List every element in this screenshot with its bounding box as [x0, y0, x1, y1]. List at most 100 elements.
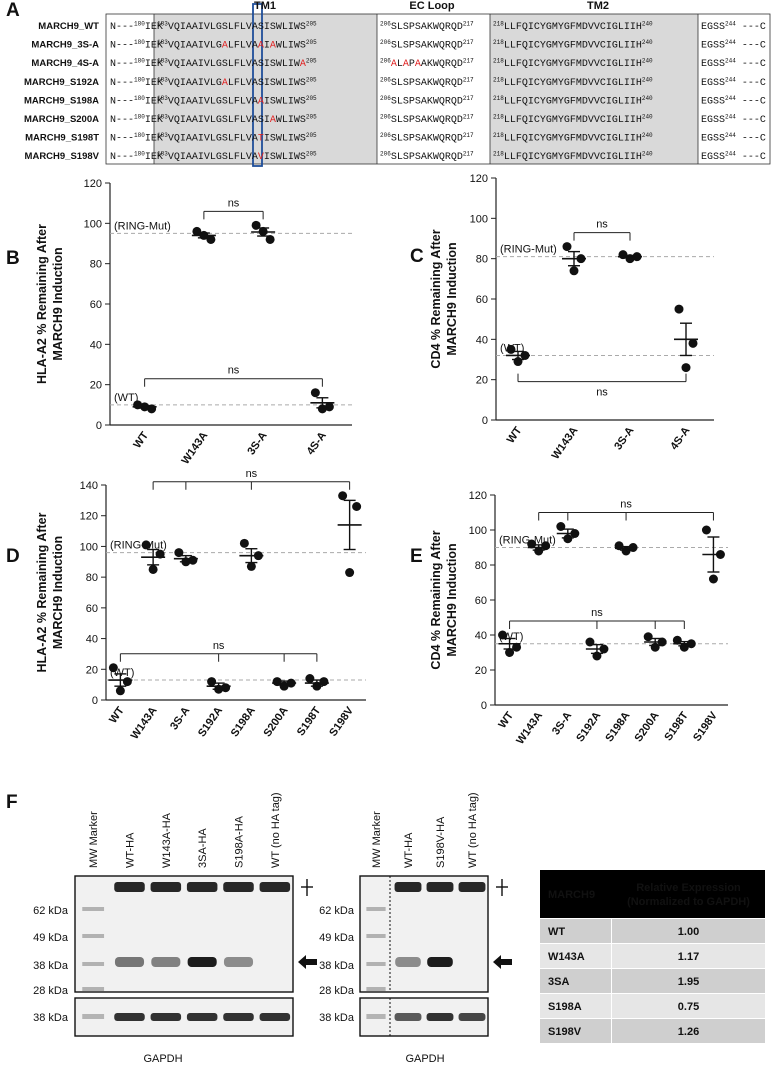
data-point — [207, 677, 217, 687]
residues: A — [270, 41, 276, 52]
residues: A — [258, 96, 264, 107]
highlight-box — [252, 3, 263, 167]
residues: SLSPSAKWQRQD — [391, 41, 463, 52]
error-bar — [138, 404, 151, 409]
data-point — [338, 491, 348, 501]
residues: N--- — [110, 115, 134, 126]
residues: LLFQICYGMYGFMDVVCIGLIIH — [504, 22, 642, 33]
bracket-label: ns — [246, 468, 258, 480]
sequence-cell: 218LLFQICYGMYGFMDVVCIGLIIH240 — [493, 95, 653, 108]
residues: IEK — [145, 22, 163, 33]
table-cell-bg — [612, 969, 765, 993]
data-point — [155, 549, 165, 559]
y-axis-label-line: CD4 % Remaining After — [429, 229, 443, 368]
position-number: 218 — [493, 76, 504, 83]
sequence-cell: 183VQIAAIVLGSLFLVASISWLIWS205 — [157, 21, 317, 34]
data-point — [122, 677, 132, 687]
residues: IEK — [145, 59, 163, 70]
y-tick-label: 100 — [80, 541, 98, 553]
y-tick-label: 80 — [86, 572, 98, 584]
position-number: 240 — [642, 132, 653, 139]
data-point — [317, 404, 327, 414]
error-bar — [532, 544, 545, 551]
position-number: 205 — [306, 132, 317, 139]
y-tick-label: 20 — [476, 375, 488, 387]
sequence-cell: 183VQIAAIVLGALFLVASISWLIWS205 — [157, 76, 317, 89]
sequence-cell: 180IEK — [134, 132, 163, 145]
position-number: 240 — [642, 39, 653, 46]
position-number: 205 — [306, 76, 317, 83]
band — [394, 1013, 422, 1021]
position-number: 180 — [134, 132, 145, 139]
y-axis-label: CD4 % Remaining After MARCH9 Induction — [429, 530, 459, 669]
bracket-label: ns — [596, 219, 608, 231]
table-cell-bg — [612, 1019, 765, 1043]
position-number: 217 — [463, 95, 474, 102]
band — [114, 882, 145, 892]
position-number: 205 — [306, 21, 317, 28]
mw-label: 49 kDa — [319, 932, 355, 944]
tm1-region — [154, 14, 377, 164]
y-tick-label: 80 — [475, 560, 487, 572]
position-number: 206 — [380, 95, 391, 102]
reference-label: (RING-Mut) — [500, 244, 557, 256]
residues: VQIAAIVLG — [168, 78, 222, 89]
table-cell: 0.75 — [678, 1001, 699, 1013]
panel-label: F — [6, 792, 18, 813]
sequence-cell: 218LLFQICYGMYGFMDVVCIGLIIH240 — [493, 21, 653, 34]
y-tick-label: 100 — [470, 213, 488, 225]
residues: SLSPSAKWQRQD — [391, 152, 463, 163]
table-cell-bg — [612, 994, 765, 1018]
sequence-cell: 180IEK — [134, 21, 163, 34]
data-point — [527, 539, 537, 549]
residues: N--- — [110, 41, 134, 52]
residues: A — [403, 59, 409, 70]
region-header: TM2 — [587, 0, 609, 12]
bracket-label: ns — [620, 499, 632, 511]
band — [394, 882, 422, 892]
position-number: 218 — [493, 114, 504, 121]
error-bar — [512, 350, 524, 361]
y-tick-label: 120 — [470, 173, 488, 185]
table-cell-bg — [540, 969, 611, 993]
data-point — [279, 681, 289, 691]
residues: EGSS — [701, 115, 725, 126]
data-point — [310, 388, 320, 398]
y-axis-label: CD4 % Remaining After MARCH9 Induction — [429, 229, 459, 368]
sequence-cell: 180IEK — [134, 39, 163, 52]
position-number: 218 — [493, 132, 504, 139]
data-point — [265, 234, 275, 244]
lane-label: WT-HA — [403, 832, 415, 868]
error-bar — [620, 545, 633, 551]
position-number: 240 — [642, 76, 653, 83]
data-point — [148, 564, 158, 574]
residues: ---C — [742, 152, 766, 163]
residues: ---C — [742, 59, 766, 70]
sequence-cell: EGSS244 ---C — [701, 58, 766, 71]
data-point — [688, 338, 698, 348]
y-axis-label-line: MARCH9 Induction — [445, 242, 459, 355]
error-bar — [310, 679, 323, 687]
residues: ---C — [742, 96, 766, 107]
error-bar — [680, 322, 692, 357]
table-cell: 1.17 — [678, 951, 699, 963]
position-number: 206 — [380, 39, 391, 46]
position-number: 218 — [493, 95, 504, 102]
blot — [74, 875, 294, 993]
sequence-cell: 206SLSPSAKWQRQD217 — [380, 95, 474, 108]
lane-label: 3SA-HA — [197, 828, 209, 868]
position-number: 217 — [463, 132, 474, 139]
bracket-label: ns — [596, 387, 608, 399]
table-cell: S198V — [548, 1026, 582, 1038]
sequence-cell: 206SLSPSAKWQRQD217 — [380, 39, 474, 52]
position-number: 218 — [493, 58, 504, 65]
band — [114, 957, 145, 967]
y-tick-label: 20 — [86, 664, 98, 676]
band — [151, 957, 181, 967]
lane-label: MW Marker — [88, 811, 100, 868]
table-header-cell: (Normalized to GAPDH) — [627, 896, 750, 908]
residues: N--- — [110, 152, 134, 163]
panel-label: D — [6, 546, 20, 567]
mw-label: 38 kDa — [33, 1012, 69, 1024]
error-bar — [245, 548, 258, 564]
